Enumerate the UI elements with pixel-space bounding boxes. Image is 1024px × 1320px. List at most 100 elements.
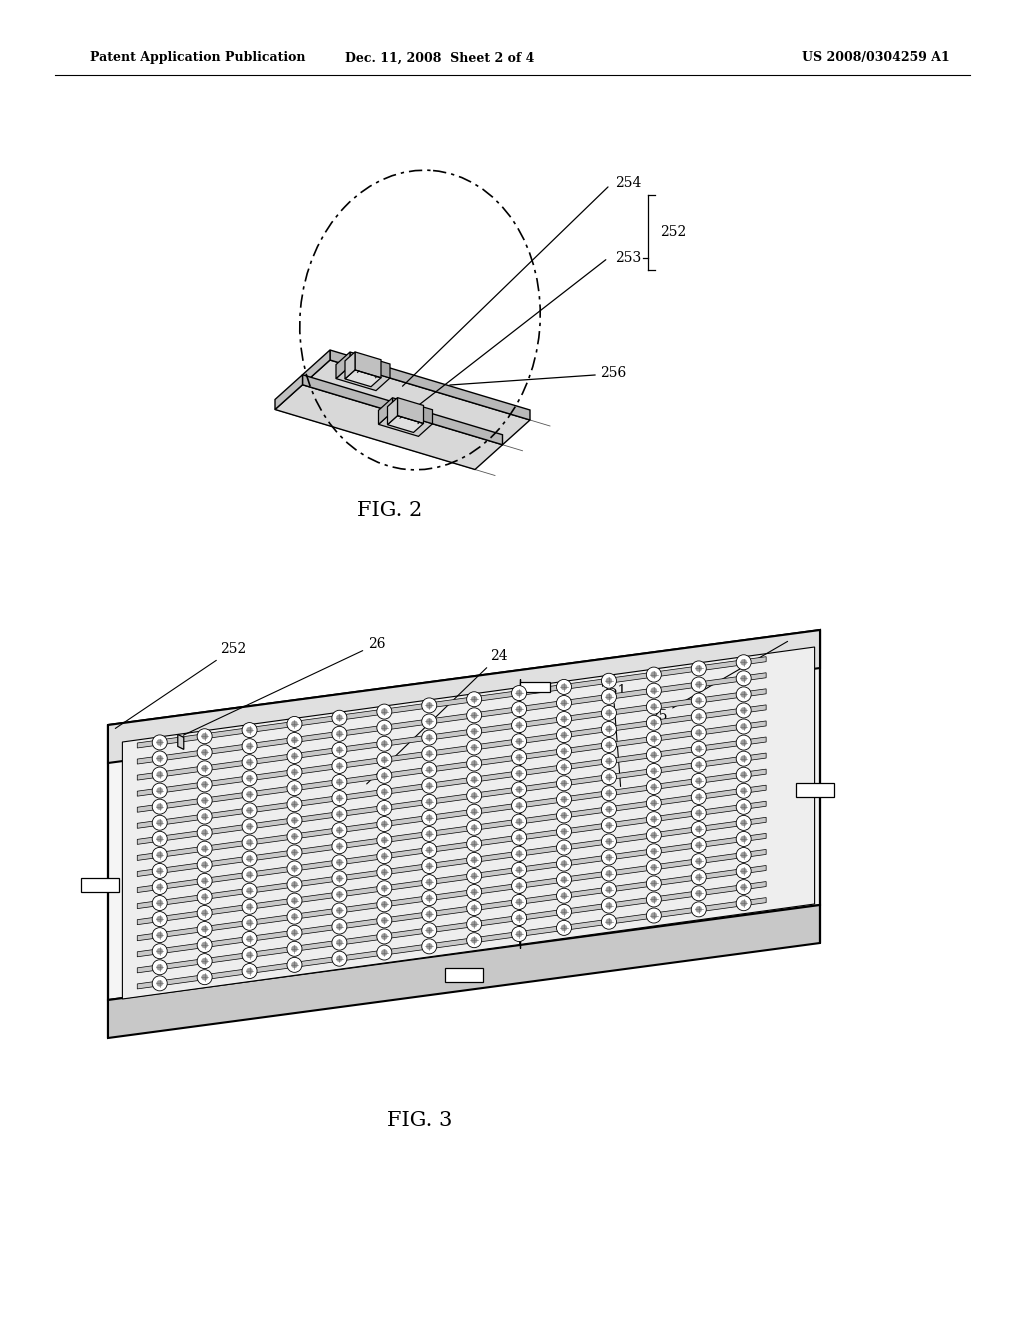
Circle shape xyxy=(202,974,208,981)
Circle shape xyxy=(292,770,298,775)
Circle shape xyxy=(247,855,253,862)
Polygon shape xyxy=(445,968,483,982)
Circle shape xyxy=(292,962,298,968)
Circle shape xyxy=(422,891,437,906)
Circle shape xyxy=(247,808,253,813)
Circle shape xyxy=(606,903,612,908)
Circle shape xyxy=(337,795,342,801)
Circle shape xyxy=(377,817,392,832)
Polygon shape xyxy=(108,906,820,1038)
Polygon shape xyxy=(137,737,766,829)
Polygon shape xyxy=(108,630,820,1001)
Circle shape xyxy=(561,845,567,850)
Circle shape xyxy=(691,725,707,741)
Text: 25: 25 xyxy=(650,642,787,723)
Text: US 2008/0304259 A1: US 2008/0304259 A1 xyxy=(802,51,950,65)
Circle shape xyxy=(202,878,208,884)
Circle shape xyxy=(242,722,257,738)
Circle shape xyxy=(736,879,752,895)
Circle shape xyxy=(292,929,298,936)
Polygon shape xyxy=(137,882,766,973)
Polygon shape xyxy=(330,350,530,420)
Circle shape xyxy=(422,842,437,858)
Circle shape xyxy=(606,870,612,876)
Circle shape xyxy=(516,834,522,841)
Circle shape xyxy=(157,948,163,954)
Circle shape xyxy=(651,865,656,870)
Circle shape xyxy=(377,929,392,944)
Circle shape xyxy=(516,738,522,744)
Circle shape xyxy=(695,681,701,688)
Circle shape xyxy=(695,826,701,832)
Circle shape xyxy=(198,809,212,824)
Circle shape xyxy=(651,719,656,726)
Circle shape xyxy=(422,907,437,921)
Circle shape xyxy=(556,808,571,822)
Circle shape xyxy=(646,763,662,779)
Circle shape xyxy=(471,744,477,751)
Circle shape xyxy=(426,702,432,709)
Text: 256: 256 xyxy=(600,366,627,380)
Circle shape xyxy=(292,866,298,871)
Circle shape xyxy=(202,781,208,788)
Circle shape xyxy=(422,698,437,713)
Circle shape xyxy=(198,906,212,920)
Circle shape xyxy=(561,876,567,883)
Circle shape xyxy=(601,866,616,880)
Circle shape xyxy=(337,828,342,833)
Circle shape xyxy=(337,891,342,898)
Text: 252: 252 xyxy=(116,642,246,729)
Circle shape xyxy=(426,799,432,805)
Circle shape xyxy=(153,863,167,878)
Circle shape xyxy=(691,805,707,821)
Circle shape xyxy=(287,764,302,780)
Circle shape xyxy=(381,886,387,891)
Circle shape xyxy=(422,714,437,729)
Circle shape xyxy=(157,884,163,890)
Circle shape xyxy=(332,742,347,758)
Circle shape xyxy=(332,822,347,838)
Polygon shape xyxy=(520,682,550,692)
Circle shape xyxy=(606,838,612,845)
Circle shape xyxy=(153,767,167,781)
Circle shape xyxy=(153,799,167,814)
Circle shape xyxy=(691,758,707,772)
Circle shape xyxy=(247,840,253,846)
Circle shape xyxy=(646,667,662,682)
Circle shape xyxy=(467,788,481,803)
Circle shape xyxy=(198,857,212,873)
Circle shape xyxy=(247,791,253,797)
Circle shape xyxy=(153,975,167,991)
Polygon shape xyxy=(137,785,766,876)
Circle shape xyxy=(606,677,612,684)
Circle shape xyxy=(512,766,526,781)
Circle shape xyxy=(426,879,432,886)
Circle shape xyxy=(381,837,387,843)
Circle shape xyxy=(381,869,387,875)
Circle shape xyxy=(247,920,253,925)
Circle shape xyxy=(740,723,746,730)
Polygon shape xyxy=(275,384,503,470)
Circle shape xyxy=(561,892,567,899)
Circle shape xyxy=(198,729,212,743)
Circle shape xyxy=(736,783,752,799)
Circle shape xyxy=(516,931,522,937)
Circle shape xyxy=(651,784,656,791)
Circle shape xyxy=(467,723,481,739)
Circle shape xyxy=(198,921,212,936)
Circle shape xyxy=(736,800,752,814)
Circle shape xyxy=(287,876,302,892)
Circle shape xyxy=(381,756,387,763)
Polygon shape xyxy=(137,705,766,796)
Circle shape xyxy=(426,927,432,933)
Polygon shape xyxy=(397,397,424,424)
Circle shape xyxy=(247,952,253,958)
Circle shape xyxy=(601,915,616,929)
Polygon shape xyxy=(137,721,766,812)
Circle shape xyxy=(247,759,253,766)
Circle shape xyxy=(740,820,746,826)
Circle shape xyxy=(337,763,342,770)
Circle shape xyxy=(601,785,616,801)
Circle shape xyxy=(198,874,212,888)
Circle shape xyxy=(736,719,752,734)
